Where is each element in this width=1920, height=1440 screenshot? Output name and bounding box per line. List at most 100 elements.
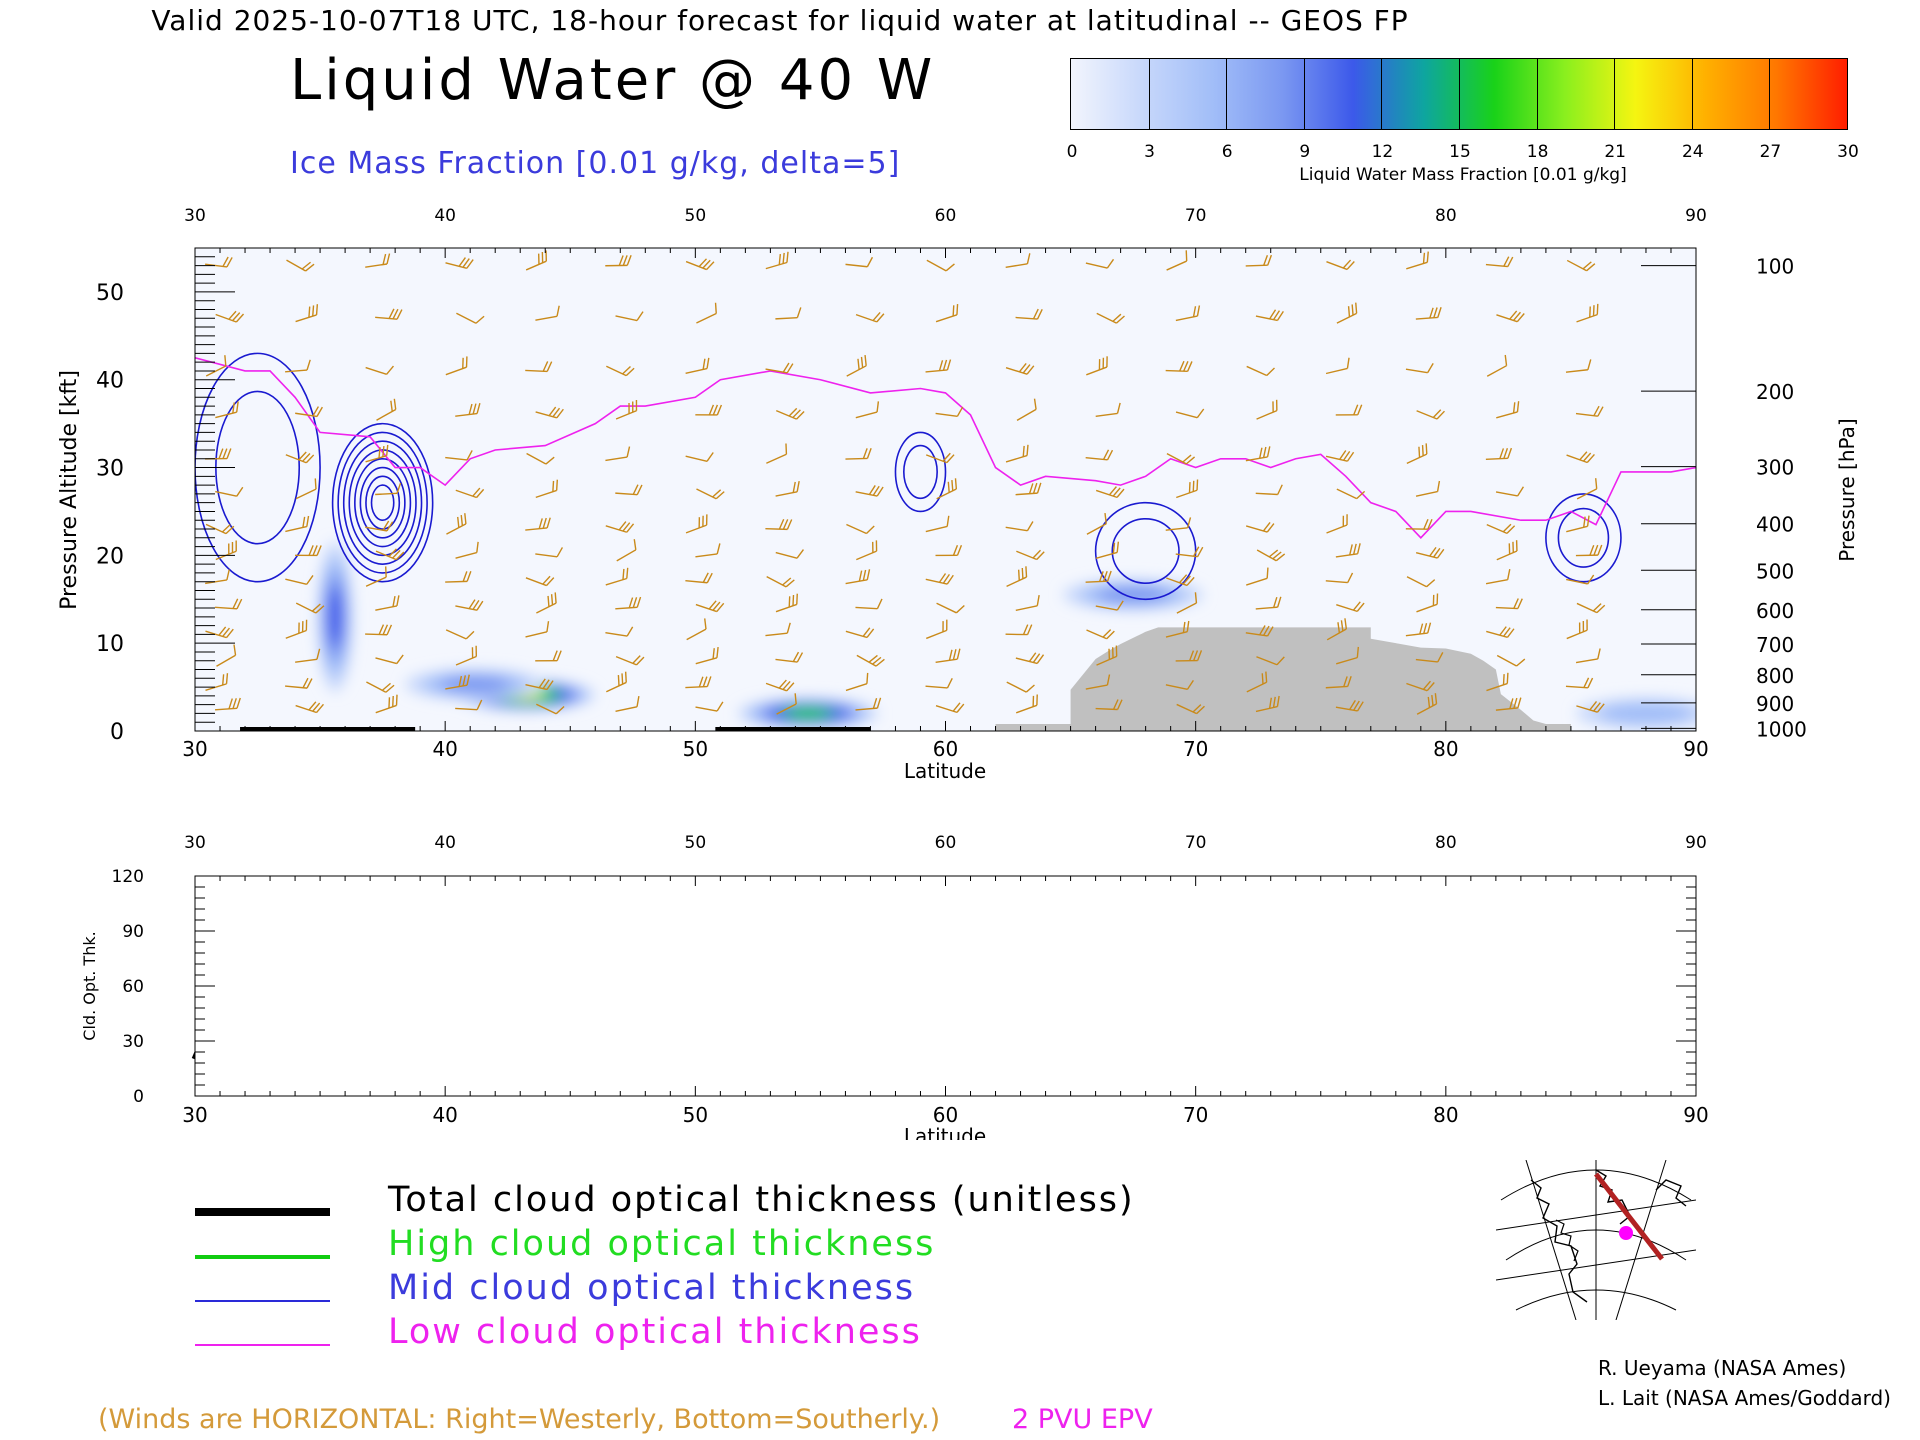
- wind-barb-flag: [1589, 306, 1591, 318]
- wind-barb-flag: [1506, 672, 1509, 684]
- wind-barb-flag: [1033, 398, 1037, 410]
- wind-barb-shaft: [925, 685, 948, 689]
- wind-barb-flag: [382, 253, 387, 265]
- ice-contour: [331, 422, 434, 583]
- wind-barb: [525, 575, 555, 587]
- wind-barb-flag: [460, 514, 464, 526]
- ice-contour: [195, 352, 321, 583]
- wind-barb-flag: [1506, 628, 1515, 638]
- wind-barb-flag: [538, 678, 546, 689]
- wind-barb-flag: [1516, 401, 1520, 412]
- wind-barb-flag: [1589, 544, 1595, 556]
- x-tick-label-bottom: 70: [1183, 737, 1208, 761]
- wind-barb-flag: [872, 311, 881, 322]
- wind-barb: [526, 452, 555, 465]
- wind-barb-flag: [458, 675, 463, 687]
- wind-barb-flag: [1028, 483, 1034, 494]
- wind-barb-flag: [1356, 646, 1360, 658]
- x-tick-label-top: 50: [685, 206, 707, 226]
- wind-barb-flag: [1192, 650, 1199, 661]
- wind-barb-flag: [225, 628, 234, 639]
- wind-barb: [1176, 479, 1199, 499]
- wind-barb-flag: [382, 624, 389, 635]
- wind-barb: [1085, 570, 1112, 583]
- pressure-tick-label: 300: [1756, 456, 1794, 480]
- wind-barb: [1495, 598, 1523, 610]
- wind-barb: [1165, 620, 1190, 638]
- wind-barb: [1006, 566, 1028, 587]
- wind-barb-flag: [866, 672, 869, 684]
- x-tick-label-top: 70: [1185, 206, 1207, 226]
- wind-barb-flag: [618, 521, 627, 531]
- wind-barb-flag: [1344, 618, 1348, 630]
- wind-barb-flag: [1353, 543, 1357, 555]
- wind-barb-flag: [385, 684, 395, 693]
- wind-barb: [765, 622, 791, 637]
- wind-barb-shaft: [935, 412, 958, 418]
- wind-barb-flag: [550, 594, 554, 605]
- liquid-water-patch: [440, 676, 511, 693]
- wind-barb-flag: [1592, 305, 1595, 316]
- wind-barb: [1255, 309, 1284, 322]
- pressure-tick-label: 1000: [1756, 717, 1807, 741]
- wind-barb-shaft: [685, 455, 708, 462]
- wind-barb-flag: [1596, 703, 1605, 713]
- wind-barb-flag: [392, 695, 394, 707]
- x-tick-label-top: 60: [935, 206, 957, 226]
- wind-barb-flag: [388, 308, 395, 319]
- wind-barb: [695, 701, 724, 712]
- wind-barb-flag: [1025, 566, 1028, 578]
- wind-barb-shaft: [845, 263, 868, 268]
- wind-barb: [1566, 619, 1588, 640]
- wind-barb-shaft: [1495, 491, 1518, 497]
- wind-barb: [695, 543, 721, 558]
- wind-barb-flag: [235, 540, 237, 552]
- main-title: Liquid Water @ 40 W: [290, 48, 936, 113]
- cod-frame: [194, 875, 1697, 1097]
- ice-contour: [348, 449, 417, 557]
- colorbar-divider: [1303, 59, 1305, 129]
- wind-barb-shaft: [1485, 578, 1508, 585]
- wind-barb-flag: [1503, 448, 1509, 459]
- wind-barb-shaft: [1496, 654, 1517, 667]
- wind-barb-flag: [312, 545, 318, 556]
- wind-barb: [605, 446, 631, 462]
- legend-swatch-mid: [195, 1300, 330, 1302]
- wind-barb: [535, 547, 564, 558]
- wind-barb: [925, 452, 955, 464]
- wind-barb-flag: [622, 568, 625, 580]
- wind-barb: [1256, 549, 1286, 562]
- wind-barb-flag: [381, 682, 391, 691]
- wind-barb-flag: [1266, 367, 1275, 376]
- wind-barb-flag: [1266, 567, 1269, 579]
- wind-barb-flag: [1343, 451, 1351, 461]
- wind-barb: [685, 572, 713, 584]
- wind-barb-flag: [298, 451, 307, 461]
- wind-barb: [685, 357, 710, 375]
- wind-barb-flag: [635, 656, 645, 666]
- wind-barb-flag: [698, 258, 708, 268]
- wind-barb-flag: [702, 676, 708, 688]
- wind-barb-flag: [702, 358, 706, 370]
- wind-barb-flag: [392, 308, 399, 320]
- wind-barb: [535, 406, 564, 419]
- wind-barb: [1485, 568, 1511, 585]
- wind-barb-flag: [866, 448, 872, 459]
- wind-barb: [525, 361, 553, 373]
- wind-barb-flag: [235, 313, 245, 323]
- cod-x-tick-label-top: 50: [685, 833, 707, 853]
- wind-barb-flag: [1017, 569, 1020, 581]
- wind-barb-shaft: [1575, 658, 1598, 664]
- wind-barb-flag: [632, 655, 641, 664]
- wind-barb-shaft: [1406, 576, 1427, 588]
- wind-barb-shaft: [1415, 490, 1438, 497]
- wind-barb: [846, 523, 875, 535]
- wind-barb: [445, 450, 473, 461]
- wind-barb-flag: [555, 479, 559, 491]
- wind-barb: [1575, 405, 1604, 417]
- wind-barb-flag: [702, 259, 711, 269]
- wind-barb: [765, 362, 794, 374]
- wind-barb-flag: [796, 549, 805, 559]
- wind-barb-flag: [1513, 697, 1518, 709]
- wind-barb: [375, 308, 403, 320]
